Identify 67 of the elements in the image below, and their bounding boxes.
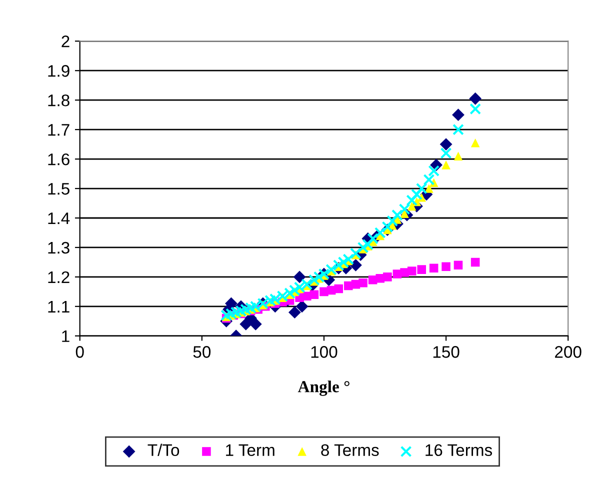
point xyxy=(454,260,463,270)
point xyxy=(308,274,320,286)
point xyxy=(452,108,464,122)
x-tick-label: 100 xyxy=(311,346,338,358)
y-tick-label: 1.7 xyxy=(48,124,70,136)
point xyxy=(440,147,452,159)
y-tick-label: 1.8 xyxy=(48,94,70,106)
point xyxy=(406,194,418,206)
point xyxy=(350,258,362,272)
point xyxy=(424,184,434,193)
y-tick-label: 1.6 xyxy=(48,153,70,166)
point xyxy=(310,290,319,300)
point xyxy=(288,284,300,296)
point xyxy=(334,284,344,294)
point xyxy=(398,203,410,215)
point xyxy=(357,242,369,254)
point xyxy=(470,258,480,267)
x-tick-label: 200 xyxy=(555,346,582,358)
point xyxy=(293,270,306,284)
point xyxy=(411,188,422,200)
point xyxy=(383,272,392,282)
y-tick-label: 1.3 xyxy=(48,242,70,254)
point xyxy=(417,265,426,274)
y-tick-label: 1.5 xyxy=(48,183,70,195)
point xyxy=(382,221,394,233)
point xyxy=(470,103,482,115)
x-tick-label: 150 xyxy=(433,346,460,358)
point xyxy=(342,254,354,265)
legend-label: T/To xyxy=(148,444,180,456)
point xyxy=(452,124,464,136)
point xyxy=(407,266,416,276)
point xyxy=(454,152,463,160)
point xyxy=(326,264,338,276)
point xyxy=(469,92,482,105)
point xyxy=(358,278,368,288)
y-tick-label: 2 xyxy=(62,36,70,48)
point xyxy=(392,209,403,221)
x-tick-label: 0 xyxy=(76,346,84,358)
point xyxy=(440,138,452,151)
y-tick-label: 1.2 xyxy=(48,271,70,283)
point xyxy=(407,202,416,211)
point xyxy=(386,215,398,227)
point xyxy=(313,271,325,283)
y-tick-label: 1.9 xyxy=(48,65,70,77)
point xyxy=(423,174,435,186)
point xyxy=(429,264,438,272)
point xyxy=(416,182,428,194)
point xyxy=(374,227,386,238)
y-tick-label: 1.1 xyxy=(48,300,70,312)
point xyxy=(249,318,262,330)
point xyxy=(332,259,344,271)
legend-label: 16 Terms xyxy=(426,444,492,456)
y-tick-label: 1 xyxy=(62,330,70,342)
legend-label: 1 Term xyxy=(226,444,274,456)
point xyxy=(442,262,450,272)
point xyxy=(367,232,379,244)
x-axis-title: Angle ° xyxy=(298,380,350,396)
point xyxy=(288,306,301,319)
point xyxy=(442,160,450,170)
legend-label: 8 Terms xyxy=(321,444,379,456)
point xyxy=(350,248,362,260)
point xyxy=(338,256,350,268)
y-tick-label: 1.4 xyxy=(48,212,70,224)
point xyxy=(470,138,480,148)
point xyxy=(428,165,440,177)
point xyxy=(362,238,374,250)
x-tick-label: 50 xyxy=(193,346,211,358)
